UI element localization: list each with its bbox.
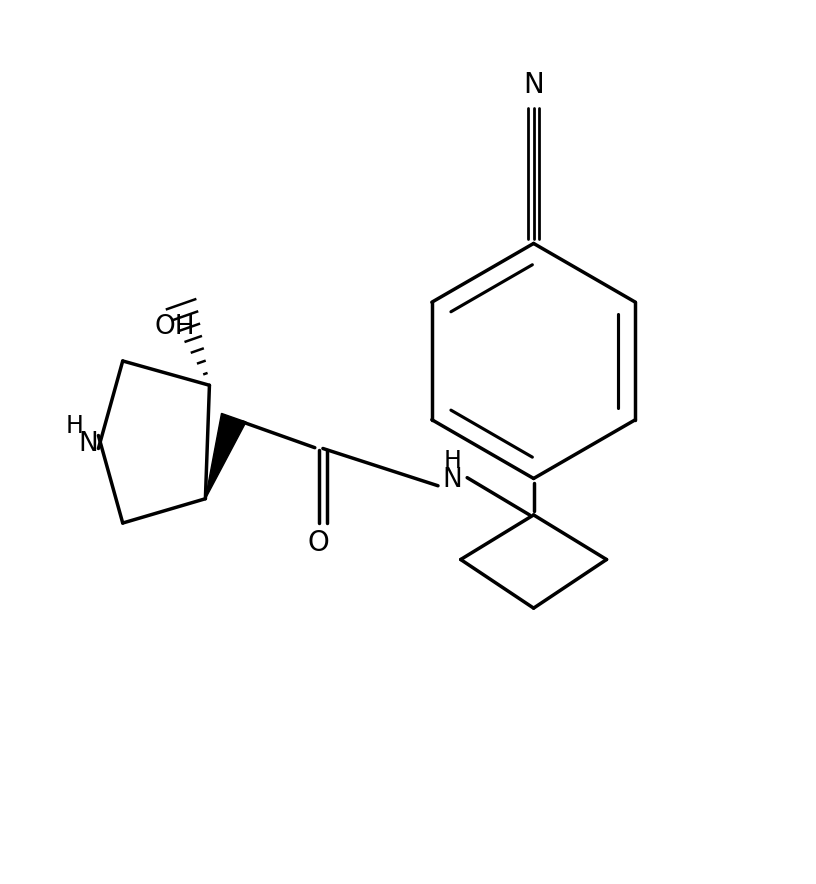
Polygon shape bbox=[206, 414, 246, 499]
Text: H: H bbox=[444, 449, 462, 474]
Text: N: N bbox=[443, 467, 463, 493]
Text: H: H bbox=[65, 414, 83, 438]
Text: OH: OH bbox=[154, 314, 195, 340]
Text: O: O bbox=[308, 530, 330, 557]
Text: N: N bbox=[523, 72, 544, 99]
Text: N: N bbox=[78, 431, 98, 457]
